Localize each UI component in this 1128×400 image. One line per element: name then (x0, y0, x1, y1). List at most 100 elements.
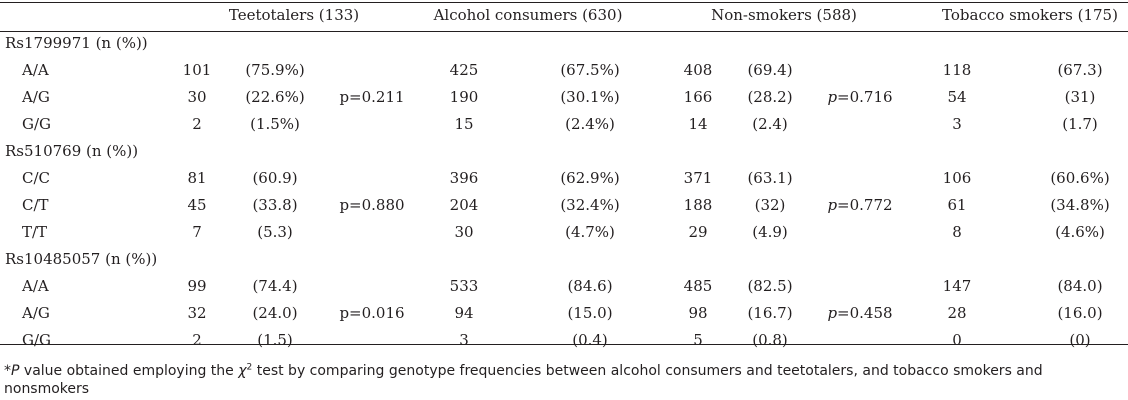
teetotalers-percent-cell: (5.3) (257, 223, 293, 241)
genotype-cell: A/G (22, 304, 50, 322)
teetotalers-count-cell: 2 (192, 115, 202, 133)
alcohol-count-cell: 30 (454, 223, 474, 241)
nonsmokers-percent-cell: (4.9) (752, 223, 788, 241)
nonsmokers-percent-cell: (28.2) (747, 88, 793, 106)
p-symbol: p (827, 88, 838, 106)
smokers-count-cell: 106 (942, 169, 972, 187)
teetotalers-p-value-cell: p=0.880 (339, 196, 405, 214)
p-value: =0.716 (837, 88, 893, 106)
header-non-smokers: Non-smokers (588) (711, 6, 857, 24)
alcohol-count-cell: 3 (459, 331, 469, 349)
teetotalers-percent-cell: (24.0) (252, 304, 298, 322)
alcohol-count-cell: 15 (454, 115, 474, 133)
alcohol-count-cell: 533 (449, 277, 479, 295)
smokers-percent-cell: (0) (1069, 331, 1091, 349)
smokers-percent-cell: (16.0) (1057, 304, 1103, 322)
genotype-cell: T/T (22, 223, 48, 241)
footnote-chi-superscript: 2 (246, 362, 253, 373)
alcohol-percent-cell: (0.4) (572, 331, 608, 349)
alcohol-percent-cell: (15.0) (567, 304, 613, 322)
smokers-count-cell: 3 (952, 115, 962, 133)
footnote: *P value obtained employing the χ2 test … (4, 362, 1114, 398)
genotype-cell: A/A (22, 277, 49, 295)
nonsmokers-count-cell: 371 (683, 169, 713, 187)
nonsmokers-count-cell: 29 (688, 223, 708, 241)
smokers-percent-cell: (4.6%) (1055, 223, 1105, 241)
nonsmokers-count-cell: 166 (683, 88, 713, 106)
top-rule (0, 2, 1128, 3)
nonsmokers-count-cell: 188 (683, 196, 713, 214)
alcohol-percent-cell: (84.6) (567, 277, 613, 295)
smokers-p-value-cell: p=0.458 (827, 304, 892, 322)
genotype-cell: A/G (22, 88, 50, 106)
smokers-percent-cell: (67.3) (1057, 61, 1103, 79)
teetotalers-count-cell: 99 (187, 277, 207, 295)
smokers-percent-cell: (60.6%) (1050, 169, 1110, 187)
smokers-p-value-cell: p=0.716 (827, 88, 892, 106)
header-alcohol-consumers: Alcohol consumers (630) (433, 6, 623, 24)
teetotalers-count-cell: 101 (182, 61, 212, 79)
p-value: =0.772 (837, 196, 893, 214)
teetotalers-percent-cell: (75.9%) (245, 61, 305, 79)
smokers-percent-cell: (1.7) (1062, 115, 1098, 133)
teetotalers-percent-cell: (33.8) (252, 196, 298, 214)
teetotalers-percent-cell: (60.9) (252, 169, 298, 187)
nonsmokers-count-cell: 14 (688, 115, 708, 133)
p-value: =0.458 (837, 304, 893, 322)
nonsmokers-percent-cell: (2.4) (752, 115, 788, 133)
alcohol-percent-cell: (4.7%) (565, 223, 615, 241)
teetotalers-count-cell: 45 (187, 196, 207, 214)
genotype-cell: C/C (22, 169, 51, 187)
nonsmokers-percent-cell: (69.4) (747, 61, 793, 79)
p-symbol: p (827, 196, 838, 214)
alcohol-percent-cell: (32.4%) (560, 196, 620, 214)
teetotalers-percent-cell: (1.5%) (250, 115, 300, 133)
teetotalers-count-cell: 32 (187, 304, 207, 322)
nonsmokers-percent-cell: (63.1) (747, 169, 793, 187)
bottom-rule (0, 344, 1128, 345)
nonsmokers-count-cell: 98 (688, 304, 708, 322)
footnote-chi: χ (238, 363, 247, 379)
header-tobacco-smokers: Tobacco smokers (175) (942, 6, 1118, 24)
footnote-star: * (4, 363, 11, 379)
smokers-percent-cell: (34.8%) (1050, 196, 1110, 214)
alcohol-count-cell: 396 (449, 169, 479, 187)
header-rule (0, 31, 1128, 32)
teetotalers-percent-cell: (74.4) (252, 277, 298, 295)
alcohol-percent-cell: (62.9%) (560, 169, 620, 187)
nonsmokers-count-cell: 5 (693, 331, 703, 349)
smokers-count-cell: 118 (942, 61, 972, 79)
teetotalers-count-cell: 2 (192, 331, 202, 349)
nonsmokers-percent-cell: (32) (754, 196, 786, 214)
footnote-text-1: value obtained employing the (19, 363, 239, 379)
smokers-percent-cell: (84.0) (1057, 277, 1103, 295)
teetotalers-p-value-cell: p=0.016 (339, 304, 405, 322)
teetotalers-count-cell: 7 (192, 223, 202, 241)
alcohol-percent-cell: (30.1%) (560, 88, 620, 106)
genotype-cell: G/G (22, 331, 52, 349)
alcohol-percent-cell: (2.4%) (565, 115, 615, 133)
snp-group-label: Rs510769 (n (%)) (5, 142, 139, 160)
genotype-cell: C/T (22, 196, 49, 214)
genotype-cell: G/G (22, 115, 52, 133)
smokers-count-cell: 147 (942, 277, 972, 295)
smokers-p-value-cell: p=0.772 (827, 196, 892, 214)
nonsmokers-percent-cell: (82.5) (747, 277, 793, 295)
nonsmokers-count-cell: 408 (683, 61, 713, 79)
footnote-text-2: test by comparing genotype frequencies b… (4, 363, 1043, 397)
p-symbol: p (827, 304, 838, 322)
alcohol-count-cell: 94 (454, 304, 474, 322)
smokers-count-cell: 8 (952, 223, 962, 241)
teetotalers-count-cell: 30 (187, 88, 207, 106)
footnote-p-symbol: P (11, 363, 20, 379)
smokers-percent-cell: (31) (1064, 88, 1096, 106)
smokers-count-cell: 28 (947, 304, 967, 322)
smokers-count-cell: 54 (947, 88, 967, 106)
alcohol-count-cell: 425 (449, 61, 479, 79)
smokers-count-cell: 0 (952, 331, 962, 349)
teetotalers-percent-cell: (1.5) (257, 331, 293, 349)
nonsmokers-percent-cell: (0.8) (752, 331, 788, 349)
nonsmokers-percent-cell: (16.7) (747, 304, 793, 322)
alcohol-percent-cell: (67.5%) (560, 61, 620, 79)
teetotalers-count-cell: 81 (187, 169, 207, 187)
